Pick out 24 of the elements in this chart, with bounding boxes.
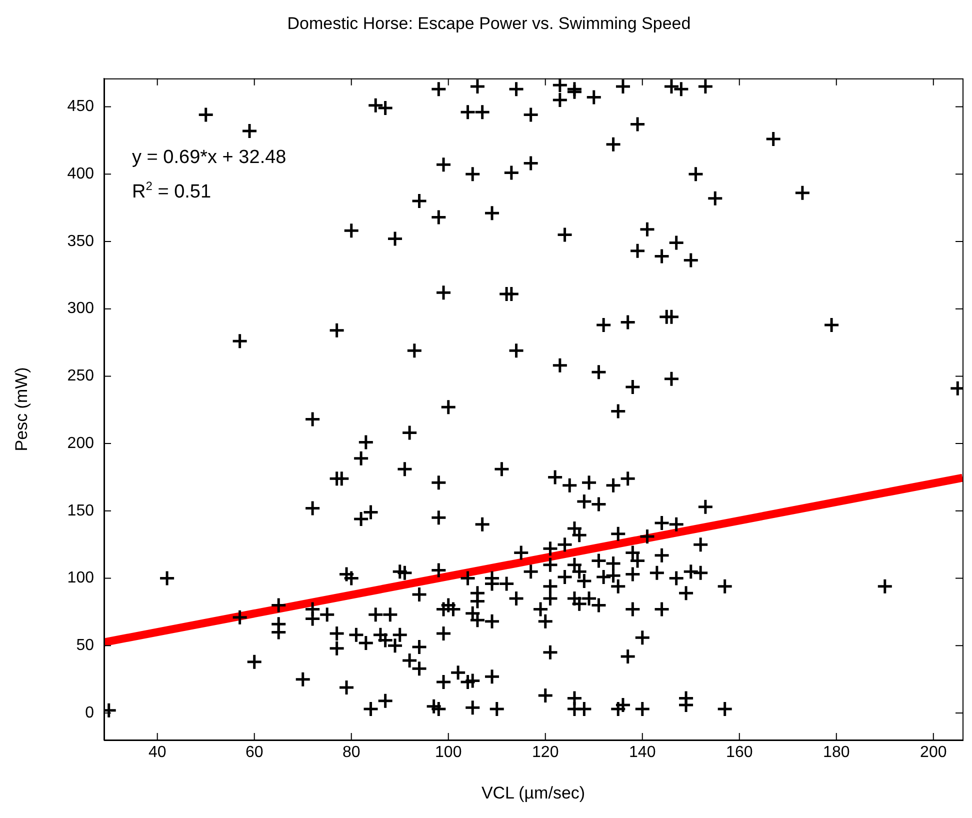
x-tick-label: 60 (245, 744, 264, 762)
x-tick-label: 200 (920, 744, 947, 762)
y-tick-label: 0 (85, 704, 94, 722)
x-tick-label: 100 (435, 744, 462, 762)
annotation: R$^{2}$ = 0.51 (132, 179, 212, 204)
y-tick-label: 250 (67, 368, 94, 385)
y-axis-title: Pesc (mW) (12, 367, 31, 452)
x-tick-label: 120 (532, 744, 559, 762)
y-tick-label: 350 (67, 232, 94, 250)
x-tick-label: 40 (148, 744, 166, 762)
y-tick-label: 300 (67, 300, 94, 318)
x-tick-label: 160 (726, 744, 753, 762)
x-tick-label: 80 (342, 744, 360, 762)
annotation: y = 0.69*x + 32.48 (132, 147, 286, 170)
y-tick-label: 400 (67, 165, 94, 182)
y-tick-label: 150 (67, 502, 94, 520)
y-tick-label: 50 (76, 637, 94, 654)
x-axis-title: VCL (µm/sec) (481, 783, 586, 802)
x-tick-label: 140 (629, 744, 656, 762)
y-tick-label: 450 (67, 98, 94, 116)
chart-title: Domestic Horse: Escape Power vs. Swimming Speed (287, 14, 691, 33)
x-tick-label: 180 (823, 744, 850, 762)
y-tick-label: 100 (67, 570, 94, 587)
y-tick-label: 200 (67, 434, 94, 452)
